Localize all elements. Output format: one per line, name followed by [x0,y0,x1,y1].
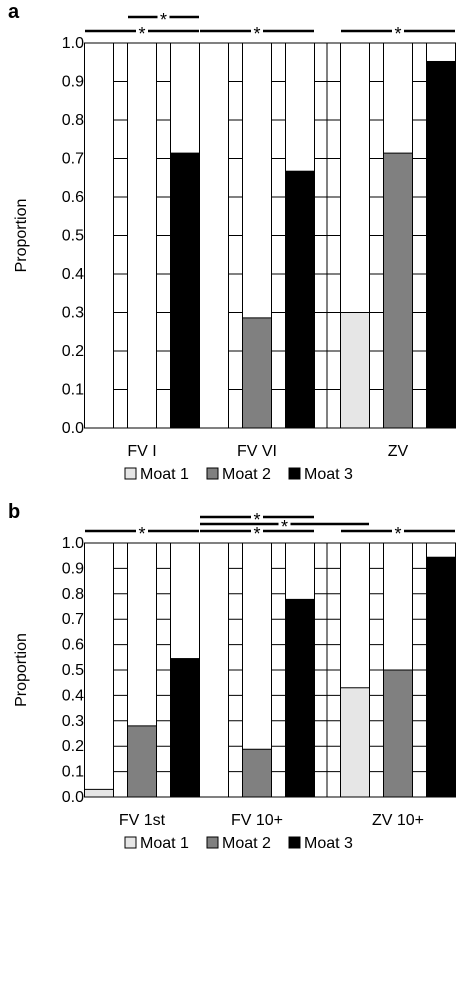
legend-label: Moat 3 [304,466,353,483]
legend-label: Moat 2 [222,835,271,852]
chart-panel-b: b 0.0 0.1 0.2 0.3 0.4 0.5 0.6 0.7 0.8 0.9 1.0 Propor… [8,501,456,852]
legend-label: Moat 1 [140,835,189,852]
legend-swatch [206,836,219,849]
x-tick-label: ZV 10+ [372,812,424,829]
y-tick-label: 0.5 [62,228,84,245]
bar [170,152,200,429]
bar [170,658,200,798]
significance-label: * [394,24,401,44]
panel-label: a [8,1,20,23]
bar [340,312,370,429]
bar [242,317,272,429]
y-tick-label: 0.8 [62,586,84,603]
bar [285,598,315,798]
significance-label: * [394,524,401,544]
significance-label: * [138,24,145,44]
bar-background [84,42,114,429]
y-tick-label: 0.6 [62,637,84,654]
significance-label: * [253,510,260,530]
y-axis-label: Proportion [13,199,30,273]
bar [383,152,413,429]
y-tick-label: 0.7 [62,151,84,168]
bar [340,687,370,798]
y-axis-label: Proportion [13,633,30,707]
significance-label: * [253,24,260,44]
y-tick-label: 0.1 [62,764,84,781]
x-tick-label: ZV [388,443,409,460]
legend-label: Moat 1 [140,466,189,483]
y-tick-label: 0.4 [62,266,84,283]
y-tick-label: 0.4 [62,687,84,704]
significance-label: * [253,524,260,544]
legend-swatch [124,467,137,480]
y-tick-label: 0.0 [62,420,84,437]
y-tick-label: 0.6 [62,189,84,206]
legend-swatch [124,836,137,849]
legend-label: Moat 3 [304,835,353,852]
y-tick-label: 0.1 [62,382,84,399]
bar [127,725,157,798]
legend-label: Moat 2 [222,466,271,483]
legend-swatch [206,467,219,480]
y-tick-label: 0.9 [62,560,84,577]
bar-background [127,42,157,429]
bar [84,788,114,798]
y-tick-label: 0.2 [62,343,84,360]
x-tick-label: FV 1st [119,812,166,829]
x-tick-label: FV VI [237,443,277,460]
bar [383,669,413,798]
bar [426,60,456,429]
y-tick-label: 0.5 [62,662,84,679]
y-tick-label: 1.0 [62,35,84,52]
panel-label: b [8,501,20,523]
bar [426,556,456,798]
significance-label: * [138,524,145,544]
chart-panel-a: a 0.0 0.1 0.2 0.3 0.4 0.5 0.6 0.7 0.8 0.9 1.0 Propor… [8,1,456,483]
y-tick-label: 0.8 [62,112,84,129]
y-tick-label: 0.9 [62,74,84,91]
x-tick-label: FV I [127,443,156,460]
y-tick-label: 0.0 [62,789,84,806]
y-tick-label: 1.0 [62,535,84,552]
bar [242,748,272,798]
bar [285,170,315,429]
y-tick-label: 0.7 [62,611,84,628]
y-tick-label: 0.3 [62,713,84,730]
x-tick-label: FV 10+ [231,812,283,829]
y-tick-label: 0.2 [62,738,84,755]
significance-label: * [160,10,167,30]
bar-background [199,42,229,429]
legend-swatch [288,836,301,849]
bar-background [199,542,229,798]
legend-swatch [288,467,301,480]
bar-background [84,542,114,798]
y-tick-label: 0.3 [62,305,84,322]
significance-label: * [281,517,288,537]
